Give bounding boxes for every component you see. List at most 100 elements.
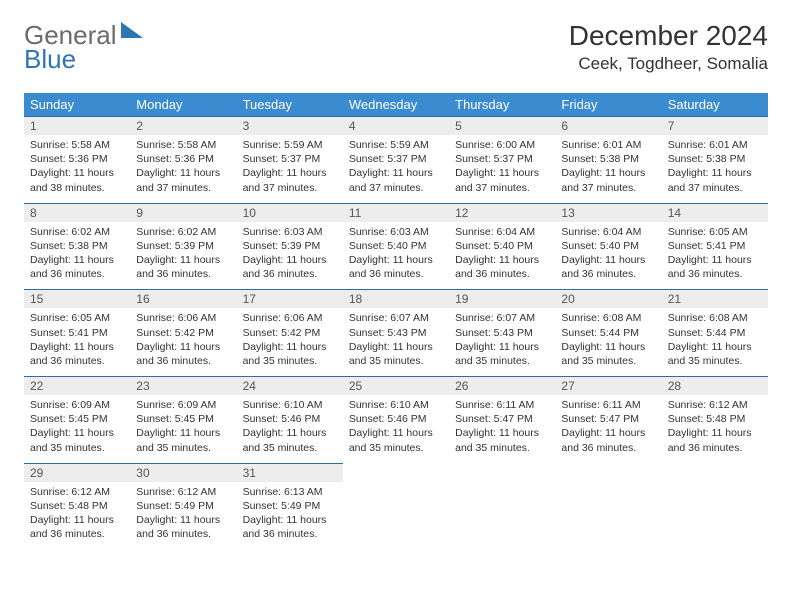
sunset-text: Sunset: 5:43 PM bbox=[455, 326, 549, 340]
day-info: Sunrise: 6:01 AMSunset: 5:38 PMDaylight:… bbox=[662, 135, 768, 203]
day-number: 20 bbox=[555, 290, 661, 308]
sunset-text: Sunset: 5:42 PM bbox=[243, 326, 337, 340]
day-info: Sunrise: 6:08 AMSunset: 5:44 PMDaylight:… bbox=[662, 308, 768, 376]
day-info: Sunrise: 6:03 AMSunset: 5:39 PMDaylight:… bbox=[237, 222, 343, 290]
sunset-text: Sunset: 5:45 PM bbox=[136, 412, 230, 426]
daylight-text: Daylight: 11 hours and 35 minutes. bbox=[136, 426, 230, 454]
sunrise-text: Sunrise: 6:11 AM bbox=[561, 398, 655, 412]
sunset-text: Sunset: 5:38 PM bbox=[561, 152, 655, 166]
daylight-text: Daylight: 11 hours and 36 minutes. bbox=[455, 253, 549, 281]
calendar-day-cell: 20Sunrise: 6:08 AMSunset: 5:44 PMDayligh… bbox=[555, 290, 661, 377]
sunset-text: Sunset: 5:47 PM bbox=[561, 412, 655, 426]
calendar-day-cell: 8Sunrise: 6:02 AMSunset: 5:38 PMDaylight… bbox=[24, 203, 130, 290]
daylight-text: Daylight: 11 hours and 35 minutes. bbox=[30, 426, 124, 454]
day-number: 22 bbox=[24, 377, 130, 395]
sunset-text: Sunset: 5:46 PM bbox=[243, 412, 337, 426]
daylight-text: Daylight: 11 hours and 37 minutes. bbox=[561, 166, 655, 194]
sunrise-text: Sunrise: 6:03 AM bbox=[349, 225, 443, 239]
day-number: 18 bbox=[343, 290, 449, 308]
sunset-text: Sunset: 5:37 PM bbox=[243, 152, 337, 166]
day-info: Sunrise: 6:05 AMSunset: 5:41 PMDaylight:… bbox=[24, 308, 130, 376]
day-number: 11 bbox=[343, 204, 449, 222]
calendar-day-cell: 15Sunrise: 6:05 AMSunset: 5:41 PMDayligh… bbox=[24, 290, 130, 377]
sunset-text: Sunset: 5:49 PM bbox=[136, 499, 230, 513]
daylight-text: Daylight: 11 hours and 36 minutes. bbox=[136, 340, 230, 368]
calendar-day-cell: 18Sunrise: 6:07 AMSunset: 5:43 PMDayligh… bbox=[343, 290, 449, 377]
sunset-text: Sunset: 5:43 PM bbox=[349, 326, 443, 340]
sunrise-text: Sunrise: 6:05 AM bbox=[668, 225, 762, 239]
day-info: Sunrise: 5:59 AMSunset: 5:37 PMDaylight:… bbox=[343, 135, 449, 203]
day-number: 25 bbox=[343, 377, 449, 395]
calendar-day-cell: 28Sunrise: 6:12 AMSunset: 5:48 PMDayligh… bbox=[662, 377, 768, 464]
day-number: 7 bbox=[662, 117, 768, 135]
daylight-text: Daylight: 11 hours and 36 minutes. bbox=[561, 253, 655, 281]
weekday-header: Tuesday bbox=[237, 93, 343, 117]
brand-word2: Blue bbox=[24, 44, 768, 75]
calendar-table: Sunday Monday Tuesday Wednesday Thursday… bbox=[24, 93, 768, 549]
daylight-text: Daylight: 11 hours and 36 minutes. bbox=[243, 513, 337, 541]
daylight-text: Daylight: 11 hours and 36 minutes. bbox=[668, 253, 762, 281]
daylight-text: Daylight: 11 hours and 37 minutes. bbox=[349, 166, 443, 194]
sunset-text: Sunset: 5:36 PM bbox=[30, 152, 124, 166]
daylight-text: Daylight: 11 hours and 37 minutes. bbox=[455, 166, 549, 194]
daylight-text: Daylight: 11 hours and 35 minutes. bbox=[561, 340, 655, 368]
day-info: Sunrise: 5:58 AMSunset: 5:36 PMDaylight:… bbox=[130, 135, 236, 203]
daylight-text: Daylight: 11 hours and 36 minutes. bbox=[561, 426, 655, 454]
day-info: Sunrise: 6:11 AMSunset: 5:47 PMDaylight:… bbox=[449, 395, 555, 463]
calendar-day-cell: 14Sunrise: 6:05 AMSunset: 5:41 PMDayligh… bbox=[662, 203, 768, 290]
day-info: Sunrise: 6:02 AMSunset: 5:38 PMDaylight:… bbox=[24, 222, 130, 290]
calendar-day-cell bbox=[449, 463, 555, 549]
sunrise-text: Sunrise: 5:58 AM bbox=[136, 138, 230, 152]
weekday-header: Wednesday bbox=[343, 93, 449, 117]
sunset-text: Sunset: 5:36 PM bbox=[136, 152, 230, 166]
calendar-day-cell: 2Sunrise: 5:58 AMSunset: 5:36 PMDaylight… bbox=[130, 117, 236, 204]
daylight-text: Daylight: 11 hours and 35 minutes. bbox=[455, 426, 549, 454]
daylight-text: Daylight: 11 hours and 35 minutes. bbox=[243, 340, 337, 368]
daylight-text: Daylight: 11 hours and 36 minutes. bbox=[136, 513, 230, 541]
calendar-day-cell: 6Sunrise: 6:01 AMSunset: 5:38 PMDaylight… bbox=[555, 117, 661, 204]
sunrise-text: Sunrise: 6:11 AM bbox=[455, 398, 549, 412]
calendar-week-row: 15Sunrise: 6:05 AMSunset: 5:41 PMDayligh… bbox=[24, 290, 768, 377]
day-number: 16 bbox=[130, 290, 236, 308]
weekday-header: Sunday bbox=[24, 93, 130, 117]
day-number: 8 bbox=[24, 204, 130, 222]
daylight-text: Daylight: 11 hours and 35 minutes. bbox=[243, 426, 337, 454]
weekday-header: Thursday bbox=[449, 93, 555, 117]
calendar-day-cell: 30Sunrise: 6:12 AMSunset: 5:49 PMDayligh… bbox=[130, 463, 236, 549]
sunrise-text: Sunrise: 5:59 AM bbox=[349, 138, 443, 152]
day-info: Sunrise: 6:09 AMSunset: 5:45 PMDaylight:… bbox=[24, 395, 130, 463]
sunrise-text: Sunrise: 6:07 AM bbox=[455, 311, 549, 325]
calendar-day-cell: 11Sunrise: 6:03 AMSunset: 5:40 PMDayligh… bbox=[343, 203, 449, 290]
daylight-text: Daylight: 11 hours and 37 minutes. bbox=[668, 166, 762, 194]
sunrise-text: Sunrise: 6:12 AM bbox=[30, 485, 124, 499]
day-number: 9 bbox=[130, 204, 236, 222]
sunrise-text: Sunrise: 6:10 AM bbox=[243, 398, 337, 412]
day-number: 29 bbox=[24, 464, 130, 482]
day-info: Sunrise: 6:10 AMSunset: 5:46 PMDaylight:… bbox=[343, 395, 449, 463]
sunset-text: Sunset: 5:42 PM bbox=[136, 326, 230, 340]
day-number: 6 bbox=[555, 117, 661, 135]
day-info: Sunrise: 6:00 AMSunset: 5:37 PMDaylight:… bbox=[449, 135, 555, 203]
calendar-day-cell: 10Sunrise: 6:03 AMSunset: 5:39 PMDayligh… bbox=[237, 203, 343, 290]
day-info: Sunrise: 6:03 AMSunset: 5:40 PMDaylight:… bbox=[343, 222, 449, 290]
calendar-day-cell: 9Sunrise: 6:02 AMSunset: 5:39 PMDaylight… bbox=[130, 203, 236, 290]
day-info: Sunrise: 6:05 AMSunset: 5:41 PMDaylight:… bbox=[662, 222, 768, 290]
daylight-text: Daylight: 11 hours and 35 minutes. bbox=[668, 340, 762, 368]
daylight-text: Daylight: 11 hours and 37 minutes. bbox=[136, 166, 230, 194]
day-info: Sunrise: 6:01 AMSunset: 5:38 PMDaylight:… bbox=[555, 135, 661, 203]
day-info: Sunrise: 6:13 AMSunset: 5:49 PMDaylight:… bbox=[237, 482, 343, 550]
day-info: Sunrise: 5:58 AMSunset: 5:36 PMDaylight:… bbox=[24, 135, 130, 203]
day-info: Sunrise: 6:07 AMSunset: 5:43 PMDaylight:… bbox=[449, 308, 555, 376]
day-info: Sunrise: 6:12 AMSunset: 5:48 PMDaylight:… bbox=[662, 395, 768, 463]
calendar-day-cell: 27Sunrise: 6:11 AMSunset: 5:47 PMDayligh… bbox=[555, 377, 661, 464]
day-info: Sunrise: 6:12 AMSunset: 5:48 PMDaylight:… bbox=[24, 482, 130, 550]
calendar-day-cell: 4Sunrise: 5:59 AMSunset: 5:37 PMDaylight… bbox=[343, 117, 449, 204]
calendar-day-cell bbox=[343, 463, 449, 549]
daylight-text: Daylight: 11 hours and 36 minutes. bbox=[30, 340, 124, 368]
day-number: 17 bbox=[237, 290, 343, 308]
sunset-text: Sunset: 5:40 PM bbox=[561, 239, 655, 253]
sunrise-text: Sunrise: 5:59 AM bbox=[243, 138, 337, 152]
sunrise-text: Sunrise: 6:00 AM bbox=[455, 138, 549, 152]
sunrise-text: Sunrise: 6:05 AM bbox=[30, 311, 124, 325]
logo-triangle-icon bbox=[121, 22, 143, 38]
